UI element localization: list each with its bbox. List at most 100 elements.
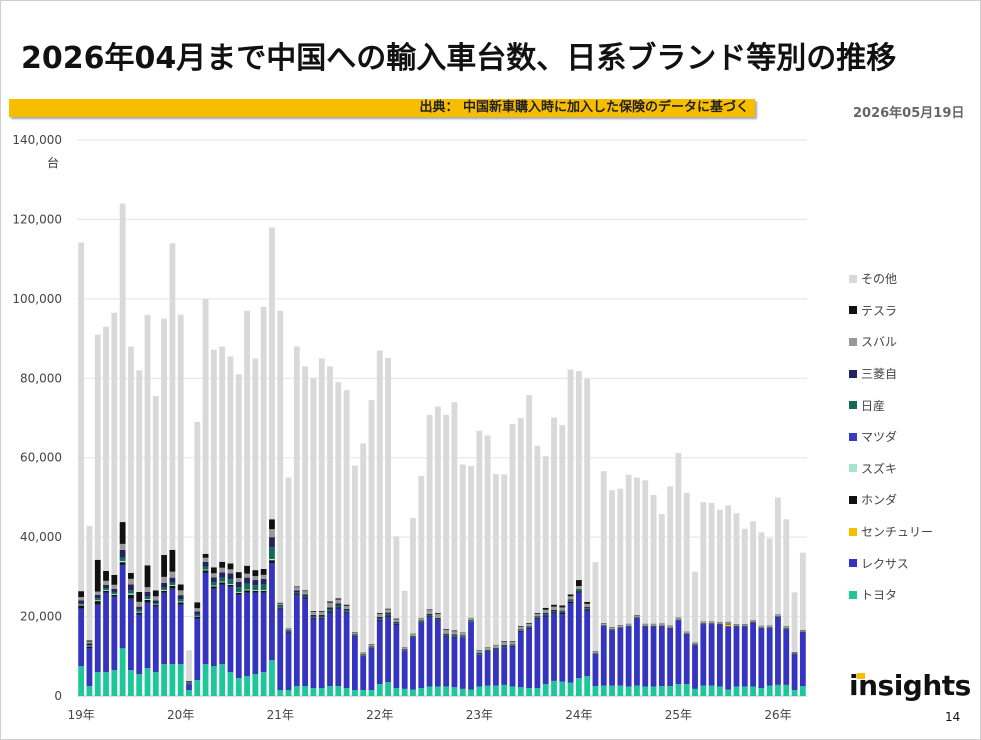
bar-segment (741, 528, 748, 625)
bar-segment (683, 634, 690, 685)
bar-segment (227, 563, 234, 570)
bar-segment (111, 591, 118, 594)
bar-segment (86, 641, 93, 644)
bar-segment (683, 632, 690, 634)
bar-segment (509, 641, 516, 642)
bar-segment (542, 607, 549, 610)
bar-segment (152, 672, 159, 696)
bar-segment (775, 614, 781, 617)
bar-segment (310, 618, 317, 689)
bar-segment (708, 621, 715, 623)
bar-segment (434, 620, 441, 687)
bar-segment (269, 519, 275, 530)
bar-segment (219, 567, 226, 573)
bar-segment (775, 617, 781, 685)
bar-segment (393, 536, 400, 619)
bar-segment (86, 646, 93, 649)
bar-segment (567, 369, 574, 595)
bar-segment (650, 495, 657, 624)
bar-segment (269, 547, 275, 559)
bar-segment (244, 592, 250, 677)
bar-segment (235, 594, 242, 679)
bar-segment (169, 664, 176, 696)
bar-segment (741, 626, 748, 687)
legend-item: ホンダ (849, 484, 933, 516)
bar-segment (78, 600, 85, 604)
bar-segment (393, 619, 400, 622)
bar-segment (426, 414, 433, 610)
bar-segment (219, 664, 226, 696)
bar-segment (517, 626, 524, 627)
bar-segment (186, 682, 192, 684)
bar-segment (351, 636, 358, 691)
bar-segment (509, 641, 516, 645)
bar-segment (302, 597, 309, 599)
bar-segment (169, 549, 176, 572)
bar-segment (708, 502, 715, 622)
bar-segment (592, 562, 599, 652)
bar-segment (186, 681, 192, 683)
bar-segment (244, 565, 250, 574)
bar-segment (327, 366, 333, 602)
bar-segment (509, 644, 516, 646)
bar-segment (285, 477, 292, 629)
bar-segment (617, 628, 624, 686)
bar-segment (459, 688, 466, 696)
bar-segment (443, 629, 450, 634)
legend-item: スバル (849, 326, 933, 358)
bar-segment (443, 414, 450, 629)
legend-swatch (849, 432, 857, 441)
bar-segment (244, 676, 250, 696)
bar-segment (658, 626, 665, 687)
bar-segment (509, 645, 516, 647)
bar-segment (468, 622, 474, 690)
bar-segment (783, 629, 790, 685)
legend-item: その他 (849, 263, 933, 295)
bar-segment (484, 651, 491, 686)
bar-segment (766, 538, 773, 626)
bar-segment (244, 590, 250, 593)
bar-segment (252, 585, 259, 590)
bar-segment (401, 649, 408, 650)
bar-segment (103, 570, 109, 581)
bar-segment (484, 647, 491, 650)
bar-segment (252, 576, 259, 581)
bar-segment (493, 649, 499, 686)
bar-segment (410, 689, 416, 696)
legend-label: 日産 (861, 398, 886, 413)
bar-segment (260, 592, 267, 673)
bar-segment (418, 688, 425, 696)
bar-segment (235, 587, 242, 592)
bar-segment (418, 622, 425, 689)
bar-segment (161, 555, 168, 577)
bar-segment (559, 607, 566, 611)
bar-segment (468, 620, 474, 621)
bar-segment (385, 358, 391, 609)
bar-segment (194, 611, 201, 615)
bar-segment (78, 597, 85, 601)
bar-segment (368, 644, 375, 647)
bar-segment (468, 466, 474, 618)
bar-segment (542, 684, 549, 696)
bar-segment (493, 647, 499, 649)
bar-segment (128, 584, 134, 591)
bar-segment (476, 686, 483, 696)
bar-segment (368, 647, 375, 648)
bar-segment (443, 633, 450, 635)
bar-segment (194, 602, 201, 609)
bar-segment (244, 583, 250, 590)
bar-segment (551, 612, 557, 614)
bar-segment (94, 559, 101, 592)
bar-segment (128, 590, 134, 594)
bar-segment (360, 654, 367, 656)
legend-item: センチュリー (849, 516, 933, 548)
bar-segment (526, 626, 533, 627)
bar-segment (368, 400, 375, 644)
bar-segment (227, 584, 234, 585)
bar-segment (376, 684, 383, 696)
bar-segment (136, 614, 143, 675)
bar-segment (144, 565, 151, 588)
bar-segment (327, 609, 333, 612)
bar-segment (584, 608, 591, 610)
x-tick-label: 20年 (167, 708, 194, 722)
